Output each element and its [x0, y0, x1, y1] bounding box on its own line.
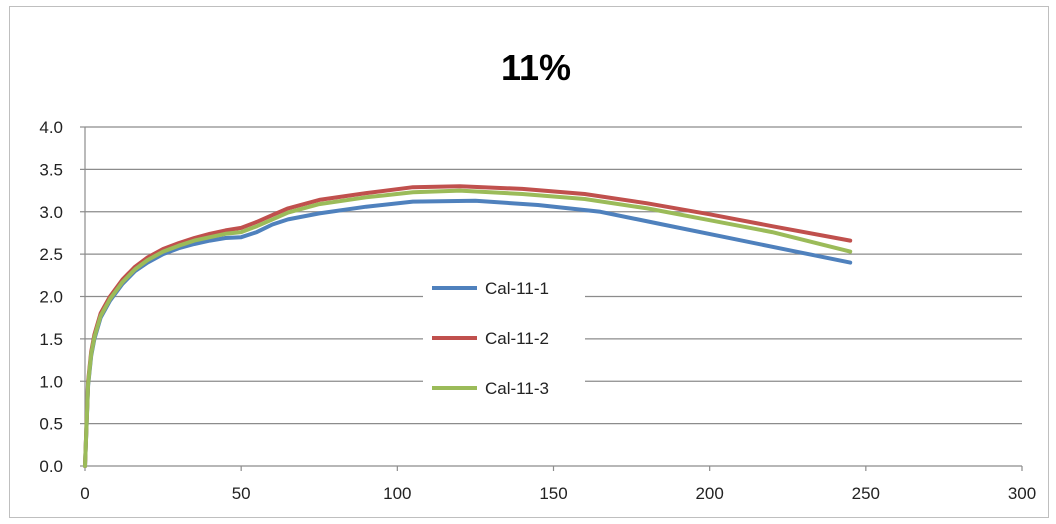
x-tick-label: 200	[695, 484, 723, 503]
y-tick-label: 3.0	[39, 203, 63, 222]
y-tick-label: 1.0	[39, 372, 63, 391]
series-line-3	[83, 188, 853, 468]
legend-label: Cal-11-3	[485, 379, 549, 398]
y-tick-label: 0.0	[39, 457, 63, 476]
chart-title: 11%	[501, 47, 571, 88]
y-tick-label: 2.5	[39, 245, 63, 264]
y-tick-label: 4.0	[39, 118, 63, 137]
gridlines	[85, 126, 1022, 425]
y-axis-ticks: 0.0 0.5 1.0 1.5 2.0 2.5 3.0 3.5 4.0	[39, 118, 85, 476]
x-tick-label: 0	[80, 484, 89, 503]
x-tick-label: 300	[1008, 484, 1036, 503]
y-tick-label: 1.5	[39, 330, 63, 349]
y-tick-label: 2.0	[39, 288, 63, 307]
chart-area	[9, 6, 1049, 518]
x-axis-ticks: 0 50 100 150 200 250 300	[80, 466, 1036, 503]
legend: Cal-11-1 Cal-11-2 Cal-11-3	[423, 270, 585, 412]
y-tick-label: 0.5	[39, 415, 63, 434]
x-tick-label: 250	[852, 484, 880, 503]
legend-label: Cal-11-1	[485, 279, 549, 298]
x-tick-label: 50	[232, 484, 251, 503]
series-lines	[83, 184, 853, 468]
x-tick-label: 100	[383, 484, 411, 503]
y-tick-label: 3.5	[39, 160, 63, 179]
x-tick-label: 150	[539, 484, 567, 503]
legend-label: Cal-11-2	[485, 329, 549, 348]
